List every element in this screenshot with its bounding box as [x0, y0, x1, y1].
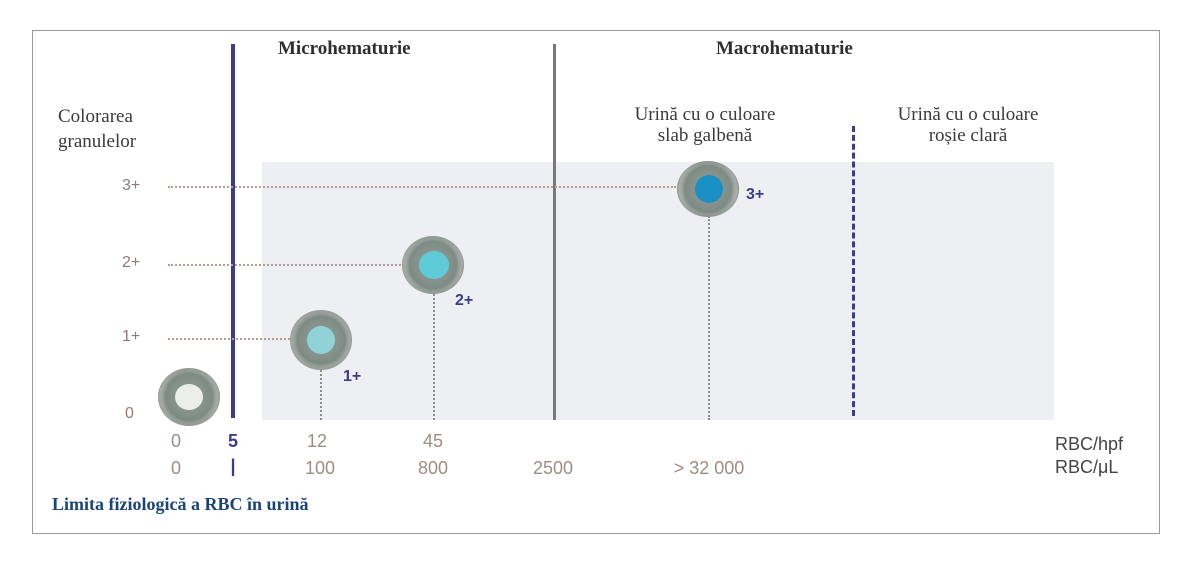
x-tick-ul-32000: > 32 000 — [673, 458, 745, 478]
y-tick-3plus: 3+ — [122, 177, 141, 194]
zone-clear-red-line2: roșie clară — [928, 125, 1008, 146]
point-label-3plus: 3+ — [746, 186, 765, 203]
guide-3plus — [168, 186, 676, 188]
point-label-2plus: 2+ — [455, 292, 474, 309]
x-tick-hpf-45: 45 — [422, 431, 444, 451]
zone-pale-yellow: Urină cu o culoare slab galbenă — [595, 104, 815, 146]
unit-ul: RBC/μL — [1055, 457, 1119, 477]
y-axis-title-line2: granulelor — [58, 131, 137, 152]
heading-microhematurie: Microhematurie — [278, 38, 411, 59]
macro-threshold-line — [553, 44, 556, 420]
x-tick-ul-2500: 2500 — [532, 458, 574, 478]
shaded-region — [262, 162, 1054, 420]
x-tick-ul-marker: | — [230, 456, 236, 476]
guide-45 — [433, 294, 435, 420]
granule-0 — [158, 368, 220, 426]
x-tick-hpf-12: 12 — [306, 431, 328, 451]
guide-12 — [320, 370, 322, 420]
guide-32000 — [708, 216, 710, 420]
granule-1plus — [290, 310, 352, 370]
physiological-limit-line — [231, 44, 235, 418]
y-tick-2plus: 2+ — [122, 254, 141, 271]
heading-macrohematurie: Macrohematurie — [716, 38, 853, 59]
y-axis-title-line1: Colorarea — [58, 106, 133, 127]
zone-clear-red-line1: Urină cu o culoare — [897, 104, 1039, 125]
clear-red-threshold-line — [852, 126, 855, 416]
x-tick-hpf-5: 5 — [227, 431, 238, 451]
point-label-1plus: 1+ — [343, 368, 362, 385]
zone-pale-yellow-line1: Urină cu o culoare — [634, 104, 776, 125]
guide-2plus — [168, 264, 404, 266]
zone-pale-yellow-line2: slab galbenă — [657, 125, 753, 146]
x-tick-ul-800: 800 — [417, 458, 449, 478]
unit-hpf: RBC/hpf — [1055, 434, 1124, 454]
x-tick-ul-0: 0 — [170, 458, 181, 478]
y-axis-title: Colorarea granulelor — [58, 104, 136, 154]
x-tick-ul-100: 100 — [304, 458, 336, 478]
x-axis-units: RBC/hpf RBC/μL — [1055, 433, 1123, 479]
y-tick-0: 0 — [125, 405, 134, 422]
x-tick-hpf-0: 0 — [170, 431, 181, 451]
zone-clear-red: Urină cu o culoare roșie clară — [858, 104, 1078, 146]
granule-3plus — [677, 161, 739, 217]
granule-2plus — [402, 236, 464, 294]
guide-1plus — [168, 338, 290, 340]
physiological-limit-note: Limita fiziologică a RBC în urină — [52, 494, 309, 514]
y-tick-1plus: 1+ — [122, 328, 141, 345]
